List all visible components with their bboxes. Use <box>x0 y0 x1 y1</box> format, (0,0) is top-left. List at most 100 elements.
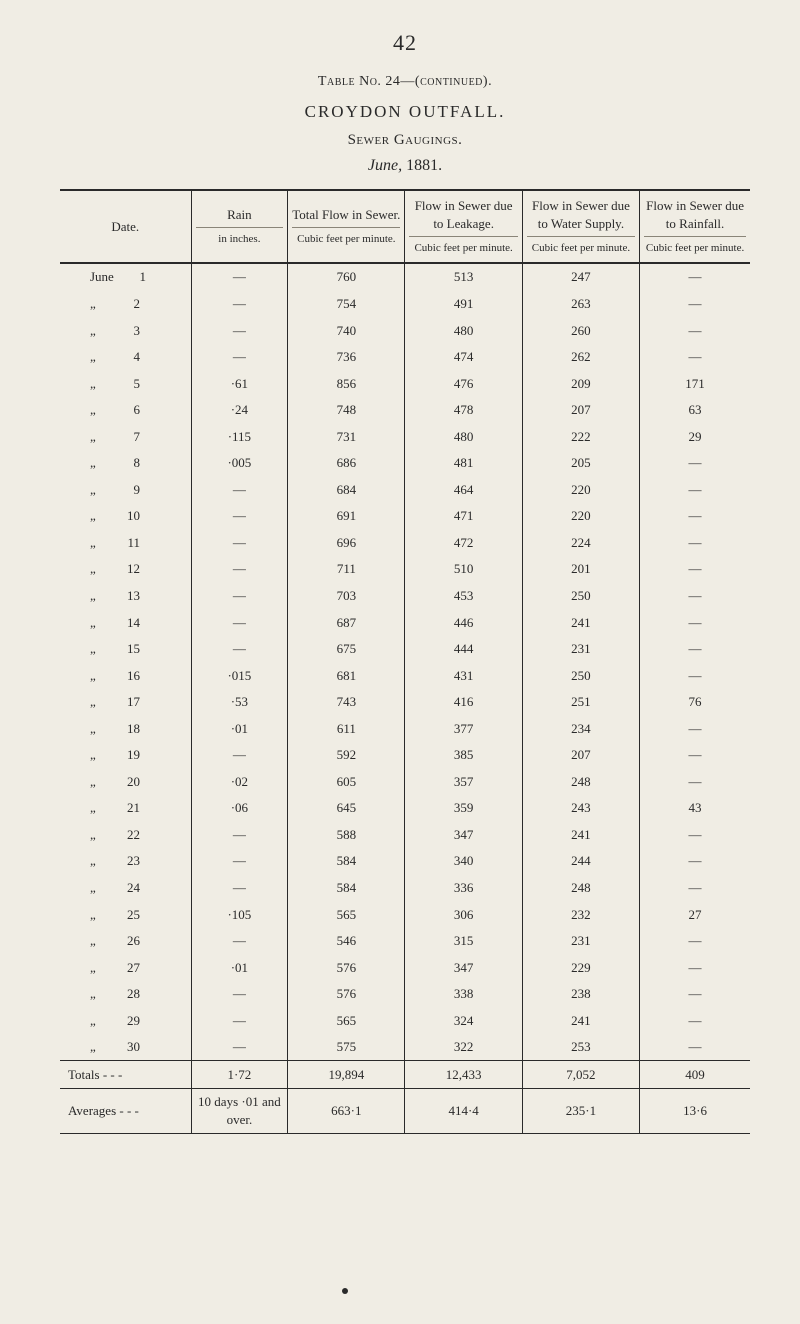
cell-leak: 336 <box>405 875 522 902</box>
cell-rainfall: 29 <box>640 423 750 450</box>
cell-date: „8 <box>60 450 191 477</box>
cell-supply: 201 <box>522 556 639 583</box>
cell-supply: 244 <box>522 848 639 875</box>
cell-total: 588 <box>288 821 405 848</box>
cell-supply: 229 <box>522 954 639 981</box>
cell-rain: ·02 <box>191 768 288 795</box>
cell-date: „16 <box>60 662 191 689</box>
cell-rainfall: — <box>640 768 750 795</box>
cell-leak: 306 <box>405 901 522 928</box>
table-row: „15—675444231— <box>60 636 750 663</box>
ditto-mark: „ <box>90 746 120 764</box>
cell-leak: 476 <box>405 370 522 397</box>
cell-leak: 446 <box>405 609 522 636</box>
ditto-mark: „ <box>90 587 120 605</box>
cell-date: „19 <box>60 742 191 769</box>
th-supply-label: Flow in Sewer due to Water Supply. <box>532 198 630 231</box>
scanned-page: 42 Table No. 24—(continued). CROYDON OUT… <box>0 0 800 1324</box>
day-number: 1 <box>126 268 146 286</box>
page-subtitle: Sewer Gaugings. <box>60 132 750 149</box>
table-body: June1—760513247—„2—754491263—„3—74048026… <box>60 263 750 1134</box>
ditto-mark: „ <box>90 773 120 791</box>
cell-rainfall: 27 <box>640 901 750 928</box>
day-number: 21 <box>120 799 140 817</box>
table-row: June1—760513247— <box>60 263 750 291</box>
cell-rain: ·53 <box>191 689 288 716</box>
cell-date: „26 <box>60 928 191 955</box>
cell-rain: ·005 <box>191 450 288 477</box>
cell-rain: — <box>191 556 288 583</box>
cell-rainfall: — <box>640 503 750 530</box>
cell-rainfall: — <box>640 662 750 689</box>
ditto-mark: „ <box>90 932 120 950</box>
cell-total: 856 <box>288 370 405 397</box>
cell-date: „24 <box>60 875 191 902</box>
date-heading-year: 1881. <box>406 157 442 174</box>
cell-total: 592 <box>288 742 405 769</box>
cell-leak: 513 <box>405 263 522 291</box>
cell-date: „17 <box>60 689 191 716</box>
cell-supply: 207 <box>522 742 639 769</box>
cell-leak: 453 <box>405 583 522 610</box>
cell-rainfall: — <box>640 344 750 371</box>
cell-rain: — <box>191 981 288 1008</box>
cell-rain: ·06 <box>191 795 288 822</box>
cell-rain: — <box>191 1034 288 1061</box>
table-row: „13—703453250— <box>60 583 750 610</box>
table-number-line: Table No. 24—(continued). <box>60 74 750 90</box>
day-number: 28 <box>120 985 140 1003</box>
cell-total: 760 <box>288 263 405 291</box>
cell-rainfall: — <box>640 1007 750 1034</box>
cell-total: 663·1 <box>288 1088 405 1133</box>
cell-rainfall: — <box>640 609 750 636</box>
cell-date: „21 <box>60 795 191 822</box>
cell-rain: ·015 <box>191 662 288 689</box>
th-rainfall-sub: Cubic feet per minute. <box>644 236 746 256</box>
ditto-mark: „ <box>90 720 120 738</box>
th-total: Total Flow in Sewer. Cubic feet per minu… <box>288 190 405 263</box>
cell-supply: 207 <box>522 397 639 424</box>
cell-date: „28 <box>60 981 191 1008</box>
cell-rainfall: — <box>640 954 750 981</box>
table-row: „28—576338238— <box>60 981 750 1008</box>
ditto-mark: „ <box>90 693 120 711</box>
page-number: 42 <box>60 30 750 56</box>
day-number: 19 <box>120 746 140 764</box>
cell-supply: 247 <box>522 263 639 291</box>
cell-supply: 224 <box>522 529 639 556</box>
cell-rain: — <box>191 742 288 769</box>
th-date: Date. <box>60 190 191 263</box>
th-rain-label: Rain <box>227 207 252 222</box>
cell-supply: 253 <box>522 1034 639 1061</box>
cell-date: „20 <box>60 768 191 795</box>
th-leak-sub: Cubic feet per minute. <box>409 236 517 256</box>
day-number: 7 <box>120 428 140 446</box>
day-number: 23 <box>120 852 140 870</box>
cell-supply: 220 <box>522 476 639 503</box>
cell-leak: 315 <box>405 928 522 955</box>
day-number: 10 <box>120 507 140 525</box>
cell-leak: 340 <box>405 848 522 875</box>
cell-supply: 234 <box>522 715 639 742</box>
cell-rain: — <box>191 344 288 371</box>
cell-date: „15 <box>60 636 191 663</box>
cell-supply: 241 <box>522 1007 639 1034</box>
cell-leak: 491 <box>405 290 522 317</box>
cell-leak: 444 <box>405 636 522 663</box>
cell-total: 743 <box>288 689 405 716</box>
table-row: „26—546315231— <box>60 928 750 955</box>
cell-rain: — <box>191 583 288 610</box>
th-supply: Flow in Sewer due to Water Supply. Cubic… <box>522 190 639 263</box>
cell-rain: — <box>191 609 288 636</box>
day-number: 9 <box>120 481 140 499</box>
cell-total: 584 <box>288 875 405 902</box>
cell-supply: 235·1 <box>522 1088 639 1133</box>
ditto-mark: „ <box>90 534 120 552</box>
cell-date: „2 <box>60 290 191 317</box>
day-number: 8 <box>120 454 140 472</box>
table-row: „11—696472224— <box>60 529 750 556</box>
ditto-mark: „ <box>90 1038 120 1056</box>
cell-supply: 209 <box>522 370 639 397</box>
day-number: 15 <box>120 640 140 658</box>
ditto-mark: „ <box>90 507 120 525</box>
